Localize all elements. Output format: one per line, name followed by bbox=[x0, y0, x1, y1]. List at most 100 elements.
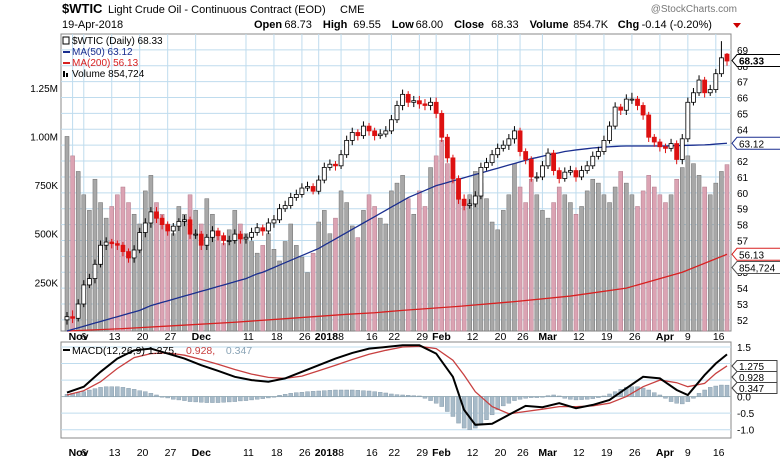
price-tick-label: 58 bbox=[737, 221, 749, 232]
volume-bar bbox=[719, 171, 724, 332]
price-tick-label: 65 bbox=[737, 109, 749, 120]
macd-histogram-bar bbox=[350, 389, 355, 397]
x-axis-label: 13 bbox=[109, 331, 121, 343]
candle-body bbox=[282, 205, 288, 210]
macd-histogram-bar bbox=[696, 393, 702, 397]
macd-histogram-bar bbox=[685, 396, 691, 402]
macd-histogram-bar bbox=[523, 396, 528, 399]
x-axis-label-bottom: Nov bbox=[69, 447, 89, 459]
candle-body bbox=[182, 219, 187, 222]
x-axis-label: 16 bbox=[366, 331, 378, 343]
candle-body bbox=[249, 232, 254, 238]
candle-body bbox=[567, 170, 573, 173]
x-axis-label: Nov bbox=[69, 331, 89, 343]
volume-bar bbox=[501, 210, 506, 332]
candle-body bbox=[237, 233, 243, 240]
macd-histogram-bar bbox=[137, 390, 142, 397]
volume-bar bbox=[210, 213, 215, 332]
x-axis-label: 9 bbox=[685, 331, 691, 343]
macd-histogram-bar bbox=[277, 395, 282, 397]
macd-value-text: 1.275 bbox=[739, 362, 764, 373]
candle-body bbox=[450, 157, 456, 179]
macd-histogram-bar bbox=[400, 394, 405, 397]
macd-histogram-bar bbox=[187, 396, 193, 402]
volume-bar bbox=[618, 171, 623, 332]
macd-histogram-bar bbox=[433, 396, 439, 404]
x-axis-label-bottom: 26 bbox=[299, 447, 311, 459]
macd-histogram-bar bbox=[545, 395, 551, 397]
candle-body bbox=[232, 233, 238, 241]
candle-body bbox=[92, 263, 98, 279]
legend-candle-icon bbox=[62, 36, 70, 45]
price-tick-label: 66 bbox=[737, 94, 749, 105]
macd-histogram-bar bbox=[629, 386, 635, 397]
macd-histogram-bar bbox=[657, 394, 663, 397]
volume-bar bbox=[724, 164, 730, 332]
legend-volume-icon bbox=[63, 71, 65, 77]
candle-body bbox=[210, 230, 215, 238]
candle-body bbox=[305, 186, 310, 189]
macd-tick-label: 0.0 bbox=[737, 393, 751, 404]
instrument-name: Light Crude Oil - Continuous Contract (E… bbox=[108, 4, 326, 16]
volume-bar bbox=[428, 167, 433, 332]
price-tick-label: 67 bbox=[737, 78, 749, 89]
candle-body bbox=[685, 101, 691, 140]
macd-value-text: 0.347 bbox=[739, 384, 764, 395]
price-tick-label: 68 bbox=[737, 62, 749, 73]
candle-body bbox=[254, 227, 260, 233]
macd-histogram-bar bbox=[131, 389, 137, 397]
volume-bar bbox=[182, 213, 187, 332]
macd-histogram-bar bbox=[540, 396, 545, 398]
volume-tick-label: 1.00M bbox=[30, 132, 58, 143]
macd-histogram-bar bbox=[115, 386, 120, 397]
volume-bar bbox=[238, 223, 243, 332]
candle-body bbox=[635, 98, 640, 106]
macd-histogram-bar bbox=[562, 396, 568, 399]
x-axis-label-bottom: 18 bbox=[271, 447, 283, 459]
volume-bar bbox=[450, 178, 456, 332]
macd-histogram-bar bbox=[103, 386, 109, 397]
candle-body bbox=[355, 132, 361, 137]
volume-bar bbox=[327, 233, 333, 332]
x-axis-label-bottom: 13 bbox=[109, 447, 121, 459]
macd-histogram-bar bbox=[260, 396, 265, 399]
volume-bar bbox=[277, 260, 282, 332]
candle-body bbox=[540, 165, 545, 178]
macd-histogram-bar bbox=[551, 394, 556, 397]
x-axis-label: 19 bbox=[601, 331, 613, 343]
x-axis-label: Apr bbox=[656, 331, 674, 343]
candle-body bbox=[310, 186, 316, 192]
volume-bar bbox=[523, 202, 528, 332]
volume-bar bbox=[433, 155, 439, 332]
macd-histogram-bar bbox=[635, 386, 640, 397]
volume-bar bbox=[584, 190, 590, 332]
volume-bar bbox=[193, 210, 198, 332]
macd-histogram-bar bbox=[193, 396, 198, 403]
candle-body bbox=[573, 170, 579, 178]
volume-bar bbox=[338, 190, 344, 332]
macd-histogram-bar bbox=[143, 391, 148, 397]
macd-histogram-bar bbox=[473, 396, 478, 429]
macd-histogram-bar bbox=[355, 390, 361, 397]
macd-histogram-bar bbox=[422, 396, 428, 399]
volume-bar bbox=[489, 221, 495, 332]
macd-histogram-bar bbox=[322, 390, 327, 397]
volume-bar bbox=[534, 194, 540, 332]
ohlc-label: Open bbox=[254, 19, 282, 31]
candle-body bbox=[265, 222, 271, 232]
volume-bar bbox=[243, 233, 249, 332]
volume-bar bbox=[707, 194, 713, 332]
macd-histogram-bar bbox=[439, 396, 444, 407]
candle-body bbox=[86, 278, 92, 286]
macd-histogram-bar bbox=[450, 396, 456, 417]
candle-body bbox=[204, 236, 210, 246]
candle-body bbox=[674, 143, 680, 160]
volume-bar bbox=[596, 182, 601, 332]
candle-body bbox=[668, 143, 674, 149]
x-axis-label-bottom: 8 bbox=[338, 447, 344, 459]
price-tick-label: 54 bbox=[737, 284, 749, 295]
volume-bar bbox=[556, 186, 562, 332]
macd-histogram-bar bbox=[361, 390, 366, 397]
volume-tick-label: 500K bbox=[35, 230, 59, 241]
